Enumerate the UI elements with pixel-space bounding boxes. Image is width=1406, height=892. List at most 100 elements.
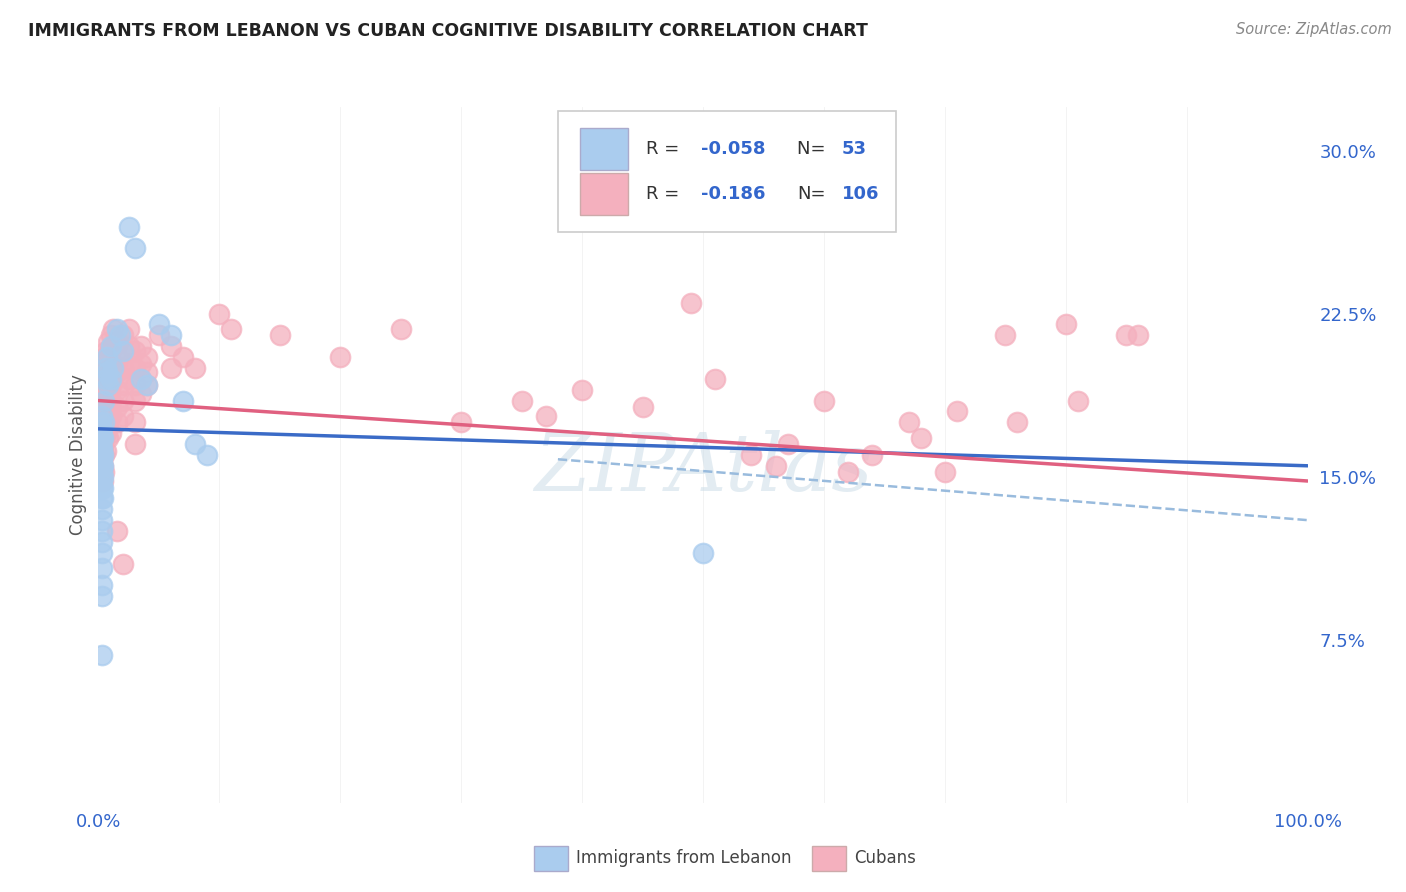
Text: -0.186: -0.186 <box>700 185 765 203</box>
Point <box>91 458 114 473</box>
Point <box>148 328 170 343</box>
Point <box>100 372 122 386</box>
Point <box>160 339 183 353</box>
Point <box>111 378 134 392</box>
Point <box>129 339 152 353</box>
Point <box>91 474 114 488</box>
Point <box>124 343 146 358</box>
Text: Source: ZipAtlas.com: Source: ZipAtlas.com <box>1236 22 1392 37</box>
Point <box>111 343 134 358</box>
Point <box>100 378 122 392</box>
Point <box>90 437 112 451</box>
Point <box>91 491 114 506</box>
Point <box>946 404 969 418</box>
Point <box>776 437 799 451</box>
Point <box>90 448 112 462</box>
Point <box>172 350 194 364</box>
Point <box>91 431 114 445</box>
Point <box>105 400 128 414</box>
Point <box>91 524 114 538</box>
Point <box>97 368 120 382</box>
Point <box>94 360 117 375</box>
Point <box>91 387 114 401</box>
Point <box>101 339 124 353</box>
Text: Immigrants from Lebanon: Immigrants from Lebanon <box>576 849 792 867</box>
Point <box>105 415 128 429</box>
Y-axis label: Cognitive Disability: Cognitive Disability <box>69 375 87 535</box>
Point <box>118 357 141 371</box>
Point <box>91 431 114 445</box>
Point <box>93 448 115 462</box>
Bar <box>534 846 568 871</box>
Point <box>105 350 128 364</box>
Point <box>94 343 117 358</box>
Point <box>91 452 114 467</box>
Point <box>897 415 920 429</box>
Point <box>160 360 183 375</box>
Text: Cubans: Cubans <box>855 849 917 867</box>
Text: ZIPAtlas: ZIPAtlas <box>534 430 872 508</box>
Point <box>91 409 114 423</box>
Point <box>111 343 134 358</box>
Point <box>124 378 146 392</box>
Point <box>91 360 114 375</box>
Point <box>129 372 152 386</box>
Point <box>101 322 124 336</box>
Point <box>93 466 115 480</box>
Point <box>91 376 114 391</box>
Point <box>111 393 134 408</box>
Point <box>91 535 114 549</box>
Point <box>118 322 141 336</box>
Point <box>124 360 146 375</box>
Point <box>105 383 128 397</box>
Point <box>129 387 152 401</box>
Point <box>91 458 114 473</box>
Point <box>91 442 114 456</box>
Point <box>111 360 134 375</box>
Point <box>1128 328 1150 343</box>
Point <box>740 448 762 462</box>
Point <box>97 383 120 397</box>
Point <box>93 350 115 364</box>
Point <box>510 393 533 408</box>
Point <box>91 426 114 441</box>
Point <box>837 466 859 480</box>
Point <box>91 443 114 458</box>
Point <box>93 393 115 408</box>
Point <box>91 392 114 406</box>
Point <box>124 437 146 451</box>
Point <box>329 350 352 364</box>
Point <box>679 295 702 310</box>
Point <box>135 378 157 392</box>
Point <box>118 372 141 386</box>
Point <box>94 360 117 375</box>
Point <box>765 458 787 473</box>
Point <box>97 415 120 429</box>
Point <box>100 409 122 423</box>
Point <box>91 546 114 560</box>
Point <box>118 339 141 353</box>
Point <box>93 400 115 414</box>
Point <box>111 328 134 343</box>
Point <box>100 343 122 358</box>
Point <box>91 458 114 473</box>
Point <box>101 360 124 375</box>
Point <box>1007 415 1029 429</box>
Point <box>90 415 112 429</box>
Point <box>269 328 291 343</box>
Point <box>91 466 114 480</box>
Point <box>129 372 152 386</box>
Point <box>91 448 114 462</box>
Point <box>94 409 117 423</box>
Point <box>90 426 112 441</box>
Point <box>97 400 120 414</box>
Point <box>534 409 557 423</box>
Point <box>91 502 114 516</box>
Point <box>94 378 117 392</box>
Point <box>91 491 114 506</box>
Point <box>124 241 146 255</box>
Point <box>93 415 115 429</box>
Point <box>1067 393 1090 408</box>
Text: IMMIGRANTS FROM LEBANON VS CUBAN COGNITIVE DISABILITY CORRELATION CHART: IMMIGRANTS FROM LEBANON VS CUBAN COGNITI… <box>28 22 868 40</box>
Point <box>93 415 115 429</box>
